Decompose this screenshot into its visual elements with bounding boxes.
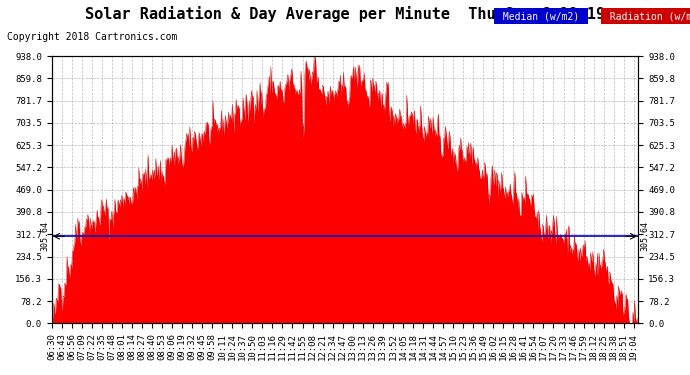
Text: 305.64: 305.64 xyxy=(641,221,650,251)
Text: Radiation (w/m2): Radiation (w/m2) xyxy=(604,11,690,21)
Text: Solar Radiation & Day Average per Minute  Thu Sep 6 19:19: Solar Radiation & Day Average per Minute… xyxy=(85,6,605,22)
Text: Median (w/m2): Median (w/m2) xyxy=(497,11,585,21)
Text: Copyright 2018 Cartronics.com: Copyright 2018 Cartronics.com xyxy=(7,32,177,42)
Text: 305.64: 305.64 xyxy=(40,221,49,251)
